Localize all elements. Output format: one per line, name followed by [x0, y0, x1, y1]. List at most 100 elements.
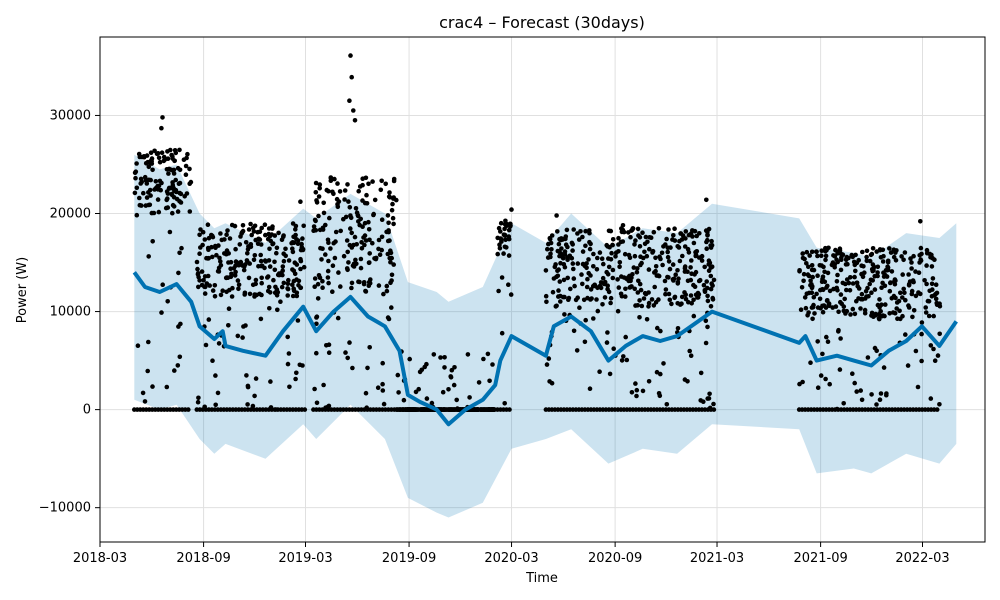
observed-point — [223, 275, 229, 281]
observed-point — [839, 257, 844, 263]
observed-point — [634, 393, 639, 399]
observed-point — [286, 258, 292, 263]
observed-point — [804, 291, 810, 297]
observed-point — [573, 297, 579, 303]
observed-point — [666, 275, 671, 280]
observed-point — [295, 238, 301, 243]
observed-point — [931, 346, 936, 352]
observed-point — [607, 371, 613, 377]
observed-point — [255, 241, 261, 246]
observed-point — [563, 234, 569, 239]
observed-point — [281, 258, 287, 264]
observed-point — [243, 240, 249, 245]
observed-point — [325, 268, 331, 274]
observed-point — [274, 245, 280, 251]
observed-point — [710, 295, 715, 301]
observed-point — [210, 254, 215, 260]
observed-point — [506, 236, 512, 242]
observed-point — [173, 177, 178, 183]
observed-point — [903, 332, 908, 337]
observed-point — [293, 376, 298, 382]
observed-point — [312, 276, 318, 281]
observed-point — [858, 306, 863, 311]
x-tick-label: 2019-09 — [382, 551, 436, 566]
observed-point — [663, 287, 669, 292]
observed-point — [820, 309, 826, 315]
observed-point — [894, 248, 899, 253]
observed-point — [864, 258, 870, 264]
observed-point — [245, 384, 251, 390]
observed-point — [887, 311, 892, 316]
observed-point — [246, 275, 252, 281]
observed-point — [623, 286, 628, 292]
observed-point — [901, 286, 906, 292]
observed-point — [202, 404, 207, 410]
observed-point — [676, 245, 682, 250]
observed-point — [937, 331, 942, 337]
observed-point — [929, 264, 935, 269]
observed-point — [548, 240, 554, 246]
observed-point — [137, 195, 142, 201]
observed-point — [547, 236, 553, 242]
observed-point — [664, 236, 669, 242]
observed-point — [683, 292, 688, 298]
observed-point — [652, 284, 657, 290]
observed-point — [298, 266, 303, 272]
observed-point — [864, 294, 869, 299]
observed-point — [827, 381, 832, 387]
observed-point — [643, 234, 649, 240]
observed-point — [884, 391, 889, 396]
observed-point — [854, 280, 860, 286]
observed-point — [553, 262, 558, 267]
observed-point — [449, 367, 455, 373]
observed-point — [356, 219, 361, 224]
observed-point — [367, 260, 372, 265]
observed-point — [694, 233, 699, 239]
observed-point — [233, 263, 238, 269]
observed-point — [903, 297, 908, 303]
observed-point — [608, 228, 614, 234]
observed-point — [680, 253, 685, 259]
observed-point — [246, 227, 252, 232]
observed-point — [594, 297, 599, 302]
observed-point — [913, 293, 919, 299]
observed-point — [396, 390, 401, 395]
observed-point — [708, 304, 714, 309]
observed-point — [820, 286, 825, 292]
observed-point — [637, 281, 643, 287]
observed-point — [705, 293, 710, 299]
observed-point — [265, 274, 271, 279]
observed-point — [641, 255, 646, 261]
observed-point — [170, 210, 175, 216]
observed-point — [335, 204, 341, 210]
observed-point — [139, 179, 144, 185]
observed-point — [584, 261, 589, 266]
observed-point — [651, 303, 657, 308]
observed-point — [880, 247, 886, 253]
observed-point — [823, 257, 828, 263]
observed-point — [417, 369, 423, 375]
observed-point — [175, 165, 181, 171]
observed-point — [810, 316, 815, 322]
observed-point — [679, 301, 684, 307]
observed-point — [498, 220, 504, 226]
observed-point — [880, 259, 886, 264]
observed-point — [328, 246, 333, 251]
observed-point — [218, 231, 223, 236]
observed-point — [481, 356, 486, 362]
observed-point — [343, 350, 348, 355]
observed-point — [351, 108, 356, 113]
observed-point — [388, 250, 394, 256]
observed-point — [320, 285, 325, 291]
observed-point — [613, 254, 618, 259]
observed-point — [708, 245, 714, 250]
observed-point — [937, 301, 942, 307]
observed-point — [506, 227, 512, 233]
observed-point — [834, 257, 839, 263]
observed-point — [370, 179, 375, 184]
observed-point — [148, 150, 154, 155]
observed-point — [549, 380, 555, 386]
observed-point — [935, 353, 941, 358]
observed-point — [368, 277, 373, 282]
observed-point — [836, 329, 841, 334]
